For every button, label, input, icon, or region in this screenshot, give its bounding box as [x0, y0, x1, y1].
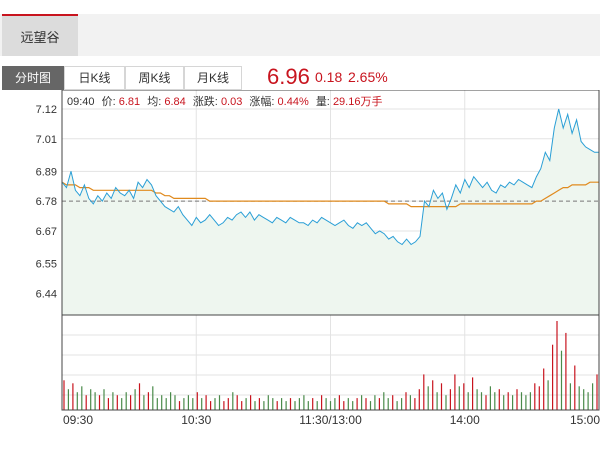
intraday-chart: 7.12 7.01 6.89 6.78 6.67 6.55 6.44 09:30 10:30 1… [36, 90, 600, 427]
x-tick-label-3: 14:00 [450, 413, 480, 427]
tab-daily-k[interactable]: 日K线 [64, 66, 125, 90]
info-volume-value: 29.16万手 [333, 94, 383, 108]
info-volume-label: 量: [316, 95, 330, 108]
tab-intraday[interactable]: 分时图 [2, 66, 64, 90]
info-change-value: 0.03 [221, 96, 242, 108]
y-tick-label-4: 6.67 [36, 226, 57, 238]
info-price-label: 价: [102, 95, 116, 108]
x-tick-label-4: 15:00 [570, 413, 600, 427]
x-tick-label-1: 10:30 [181, 413, 211, 427]
current-price: 6.96 [267, 64, 310, 89]
price-change-percent: 2.65% [348, 69, 388, 85]
y-tick-label-3: 6.78 [36, 196, 57, 208]
tab-weekly-k[interactable]: 周K线 [125, 66, 184, 90]
volume-panel-frame [61, 314, 600, 411]
price-line [61, 108, 599, 246]
y-tick-label-6: 6.44 [36, 288, 57, 300]
y-tick-label-0: 7.12 [36, 104, 57, 116]
tab-monthly-k[interactable]: 月K线 [184, 66, 242, 90]
info-avg-label: 均: [147, 95, 161, 108]
info-line: 09:40 价: 6.81 均: 6.84 涨跌: 0.03 涨幅: 0.44%… [67, 94, 382, 108]
info-time: 09:40 [67, 96, 95, 108]
x-tick-label-2: 11:30/13:00 [299, 413, 362, 427]
x-axis-labels: 09:30 10:30 11:30/13:00 14:00 15:00 [63, 413, 600, 427]
x-tick-label-0: 09:30 [63, 413, 93, 427]
y-axis-labels: 7.12 7.01 6.89 6.78 6.67 6.55 6.44 [36, 104, 57, 300]
info-percent-label: 涨幅: [249, 95, 274, 108]
volume-bars [63, 321, 598, 410]
y-tick-label-1: 7.01 [36, 134, 57, 146]
info-price-value: 6.81 [119, 96, 140, 108]
y-tick-label-2: 6.89 [36, 166, 57, 178]
y-tick-label-5: 6.55 [36, 258, 57, 270]
info-avg-value: 6.84 [164, 96, 185, 108]
info-change-label: 涨跌: [193, 94, 218, 108]
stock-tab-bar: 远望谷 [0, 14, 600, 56]
stock-tab[interactable]: 远望谷 [2, 14, 78, 56]
price-area-fill [62, 109, 599, 315]
info-percent-value: 0.44% [278, 96, 309, 108]
average-price-line [61, 181, 599, 208]
stock-tab-label: 远望谷 [20, 30, 60, 45]
price-change: 0.18 [315, 69, 343, 85]
